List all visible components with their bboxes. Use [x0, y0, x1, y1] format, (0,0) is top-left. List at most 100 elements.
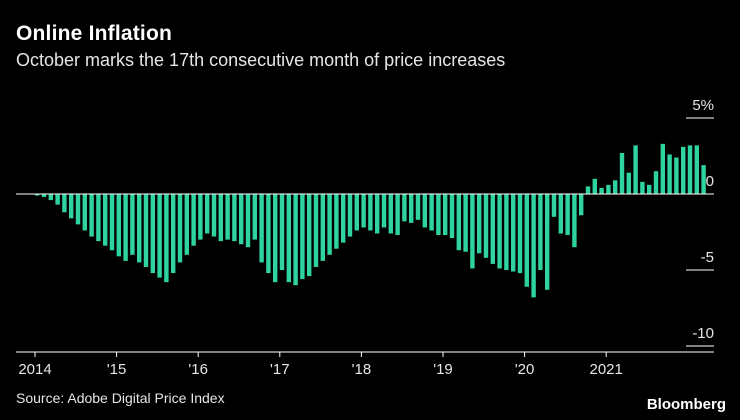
bar	[599, 187, 604, 194]
bar	[157, 194, 162, 278]
bar	[252, 194, 257, 240]
y-tick-label: 0	[706, 173, 714, 190]
bar	[341, 194, 346, 243]
bar	[436, 194, 441, 236]
chart-subtitle: October marks the 17th consecutive month…	[16, 50, 506, 70]
bar	[538, 194, 543, 270]
bar	[674, 157, 679, 194]
bar	[647, 184, 652, 194]
bar	[619, 152, 625, 194]
bar	[463, 194, 468, 252]
bar	[456, 194, 461, 251]
bar	[545, 194, 550, 290]
bar	[681, 146, 686, 194]
bar	[150, 194, 155, 274]
y-axis-ticks: 5% 0 -5 -10	[686, 97, 714, 347]
bar	[123, 194, 128, 261]
bar	[286, 194, 291, 283]
bar	[103, 194, 108, 246]
bar	[667, 154, 672, 194]
bar	[334, 194, 339, 249]
bar	[327, 194, 332, 255]
bar	[48, 194, 53, 201]
bar	[300, 194, 305, 280]
bar	[409, 194, 414, 223]
bar	[184, 194, 189, 255]
axes	[16, 193, 714, 353]
bar	[701, 165, 706, 194]
bar	[504, 194, 509, 270]
bar	[368, 194, 373, 231]
bar	[89, 194, 94, 237]
source-note: Source: Adobe Digital Price Index	[16, 390, 225, 406]
bar	[55, 194, 60, 205]
x-tick-label: '20	[515, 361, 535, 378]
bar	[354, 194, 359, 231]
bar	[116, 194, 121, 257]
bar	[75, 194, 81, 225]
bar	[293, 194, 298, 286]
bar	[626, 172, 631, 194]
bar	[218, 194, 223, 242]
bar	[82, 194, 87, 231]
bar	[273, 194, 278, 283]
bar	[388, 194, 393, 234]
bar	[191, 194, 196, 246]
bar	[517, 194, 523, 274]
bar	[137, 194, 142, 263]
bar	[402, 194, 407, 222]
bar	[613, 180, 618, 194]
bar	[633, 145, 638, 194]
bar	[259, 194, 264, 263]
bar	[579, 194, 584, 216]
bar	[694, 145, 699, 194]
bar	[558, 194, 563, 234]
bar	[551, 194, 557, 217]
bar	[477, 194, 482, 254]
bar	[381, 194, 387, 228]
bar	[171, 194, 176, 274]
bar	[347, 194, 353, 237]
bar	[164, 194, 169, 283]
bar	[35, 194, 40, 196]
bar	[96, 194, 101, 242]
x-axis-ticks: 2014 '15 '16 '17 '18 '19 '20 2021	[18, 352, 623, 378]
bar	[307, 194, 312, 277]
bar	[279, 194, 285, 270]
bar-series	[35, 143, 706, 298]
bar	[225, 194, 230, 240]
bar	[313, 194, 319, 267]
x-tick-label: '17	[270, 361, 290, 378]
x-tick-label: 2021	[590, 361, 623, 378]
bar	[443, 194, 448, 236]
x-tick-label: '18	[352, 361, 372, 378]
x-tick-label: '19	[433, 361, 453, 378]
bar	[497, 194, 502, 269]
bar	[109, 194, 115, 251]
bar	[585, 186, 591, 194]
bar	[375, 194, 380, 234]
bar	[429, 194, 434, 231]
y-tick-label: -5	[701, 249, 714, 266]
bar	[211, 194, 217, 237]
bar	[143, 194, 149, 267]
bar	[415, 194, 421, 220]
bar	[62, 194, 67, 213]
bar	[422, 194, 427, 228]
bar	[130, 194, 135, 255]
bloomberg-logo: Bloomberg	[646, 396, 726, 413]
bar	[511, 194, 516, 272]
bar	[245, 194, 251, 248]
bar	[565, 194, 570, 236]
bar	[640, 181, 645, 194]
bar	[266, 194, 271, 274]
y-tick-label: -10	[692, 325, 714, 342]
x-tick-label: '15	[107, 361, 127, 378]
bar	[69, 194, 74, 219]
bar	[320, 194, 325, 261]
bar	[177, 194, 183, 263]
x-tick-label: '16	[188, 361, 208, 378]
bar	[232, 194, 237, 242]
bar	[449, 194, 455, 239]
